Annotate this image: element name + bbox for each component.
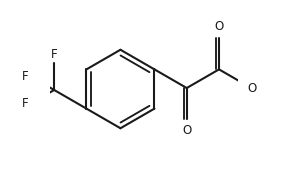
Text: O: O xyxy=(248,82,257,95)
Text: F: F xyxy=(22,70,29,83)
Text: F: F xyxy=(22,97,29,110)
Text: O: O xyxy=(182,124,191,137)
Text: F: F xyxy=(51,48,58,61)
Text: O: O xyxy=(214,20,224,33)
